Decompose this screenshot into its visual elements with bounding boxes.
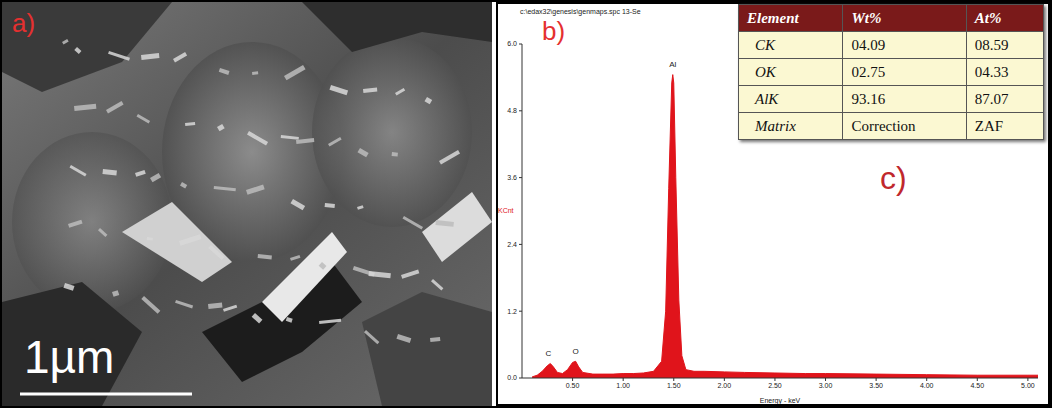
svg-text:2.00: 2.00 (718, 382, 732, 389)
svg-text:0.0: 0.0 (507, 374, 517, 381)
svg-text:3.6: 3.6 (507, 174, 517, 181)
svg-text:Al: Al (669, 60, 676, 69)
svg-text:4.00: 4.00 (920, 382, 934, 389)
html-text:Correction: Correction (851, 117, 916, 134)
svg-text:3.00: 3.00 (819, 382, 833, 389)
html-text:OK: OK (755, 63, 776, 80)
svg-text:2.50: 2.50 (768, 382, 782, 389)
html-text:b): b) (542, 16, 566, 46)
html-text:04.33: 04.33 (974, 63, 1009, 80)
svg-text:4.50: 4.50 (970, 382, 984, 389)
svg-text:Energy - keV: Energy - keV (760, 397, 801, 404)
html-text:c): c) (880, 160, 907, 196)
html-text:87.07: 87.07 (974, 90, 1009, 107)
html-text:Matrix: Matrix (755, 117, 796, 134)
html-text:At%: At% (974, 9, 1002, 26)
html-text:08.59: 08.59 (974, 36, 1009, 53)
svg-text:O: O (573, 347, 579, 356)
html-text:CK: CK (755, 36, 775, 53)
html-text:Wt%: Wt% (851, 9, 882, 26)
svg-text:KCnt: KCnt (498, 207, 514, 214)
html-text:ZAF: ZAF (974, 117, 1004, 134)
html-text:a): a) (12, 8, 36, 38)
svg-text:1.50: 1.50 (667, 382, 681, 389)
html-text:1µm: 1µm (24, 331, 115, 383)
html-text:04.09: 04.09 (851, 36, 886, 53)
svg-text:6.0: 6.0 (507, 40, 517, 47)
svg-text:4.8: 4.8 (507, 107, 517, 114)
html-text:93.16: 93.16 (851, 90, 886, 107)
svg-text:5.00: 5.00 (1021, 382, 1035, 389)
html-text:02.75: 02.75 (851, 63, 886, 80)
svg-text:1.2: 1.2 (507, 308, 517, 315)
svg-text:1.00: 1.00 (616, 382, 630, 389)
svg-text:3.50: 3.50 (869, 382, 883, 389)
svg-text:C: C (545, 349, 551, 358)
svg-text:2.4: 2.4 (507, 241, 517, 248)
html-text:c:\edax32\genesis\genmaps.spc: c:\edax32\genesis\genmaps.spc 13-Se (520, 8, 641, 15)
html-text:Element: Element (747, 9, 799, 26)
svg-text:0.50: 0.50 (566, 382, 580, 389)
html-text:AlK: AlK (755, 90, 779, 107)
